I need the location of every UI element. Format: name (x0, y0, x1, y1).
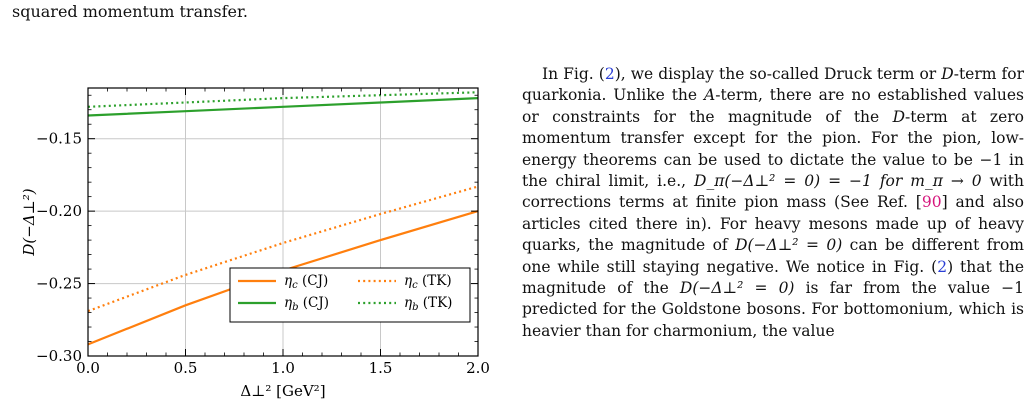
body-text: In Fig. (2), we display the so-called Dr… (522, 64, 1024, 404)
x-tick-label: 1.5 (369, 359, 393, 377)
math-var: A (704, 86, 716, 105)
legend-label: ηc (TK) (404, 273, 452, 291)
text-run: ] and also articles cited there in). For… (522, 193, 1024, 255)
text-run: can be different from one while still st… (522, 236, 1024, 276)
d-term-chart: 0.0 0.5 1.0 1.5 2.0 −0.30 −0.25 −0.20 −0.15 Δ⊥² [… (20, 87, 490, 400)
figure-link[interactable]: 2 (937, 257, 948, 276)
figure: 0.0 0.5 1.0 1.5 2.0 −0.30 −0.25 −0.20 −0.15 Δ⊥² [… (0, 0, 500, 404)
y-axis-label: D(−Δ⊥²) (20, 188, 38, 256)
citation-link[interactable]: 90 (921, 193, 942, 212)
series-line (87, 97, 479, 117)
figure-link[interactable]: 2 (604, 65, 615, 83)
legend-label: ηb (TK) (404, 295, 452, 313)
text-run: -term, there are no established values o… (522, 86, 1024, 126)
text-run: ), we display the so-called Druck term o… (614, 65, 942, 83)
x-tick-label: 1.0 (271, 359, 295, 377)
text-run: -term for quarkonia. Unlike the (522, 65, 1024, 105)
math-var: D (892, 107, 905, 126)
text-run: is far from the value −1 predicted for t… (522, 279, 1024, 340)
y-tick-label: −0.30 (36, 347, 82, 365)
math-var: D (941, 65, 954, 83)
y-tick-label: −0.20 (36, 202, 82, 220)
caption-tail: squared momentum transfer. (12, 2, 248, 21)
paragraph: In Fig. (2), we display the so-called Dr… (522, 64, 1024, 342)
equation-inline: D(−Δ⊥² = 0) (679, 279, 795, 298)
x-tick-label: 0.5 (174, 359, 198, 377)
equation-inline: D(−Δ⊥² = 0) (735, 236, 843, 255)
y-tick-label: −0.15 (36, 130, 82, 148)
text-run: In Fig. ( (542, 65, 605, 83)
legend-label: ηb (CJ) (284, 295, 329, 313)
text-run: with corrections terms at finite pion ma… (522, 172, 1024, 212)
x-tick-label: 0.0 (76, 359, 100, 377)
x-tick-label: 2.0 (466, 359, 490, 377)
text-run: ) that the magnitude of the (522, 257, 1024, 298)
equation-inline: D_π(−Δ⊥² = 0) = −1 for m_π → 0 (694, 172, 982, 191)
legend-label: ηc (CJ) (284, 273, 328, 291)
legend-box (229, 267, 471, 323)
x-axis-label: Δ⊥² [GeV²] (240, 382, 325, 400)
series-line (87, 185, 479, 313)
text-run: -term at zero momentum transfer except f… (522, 107, 1024, 191)
y-tick-label: −0.25 (36, 275, 82, 293)
